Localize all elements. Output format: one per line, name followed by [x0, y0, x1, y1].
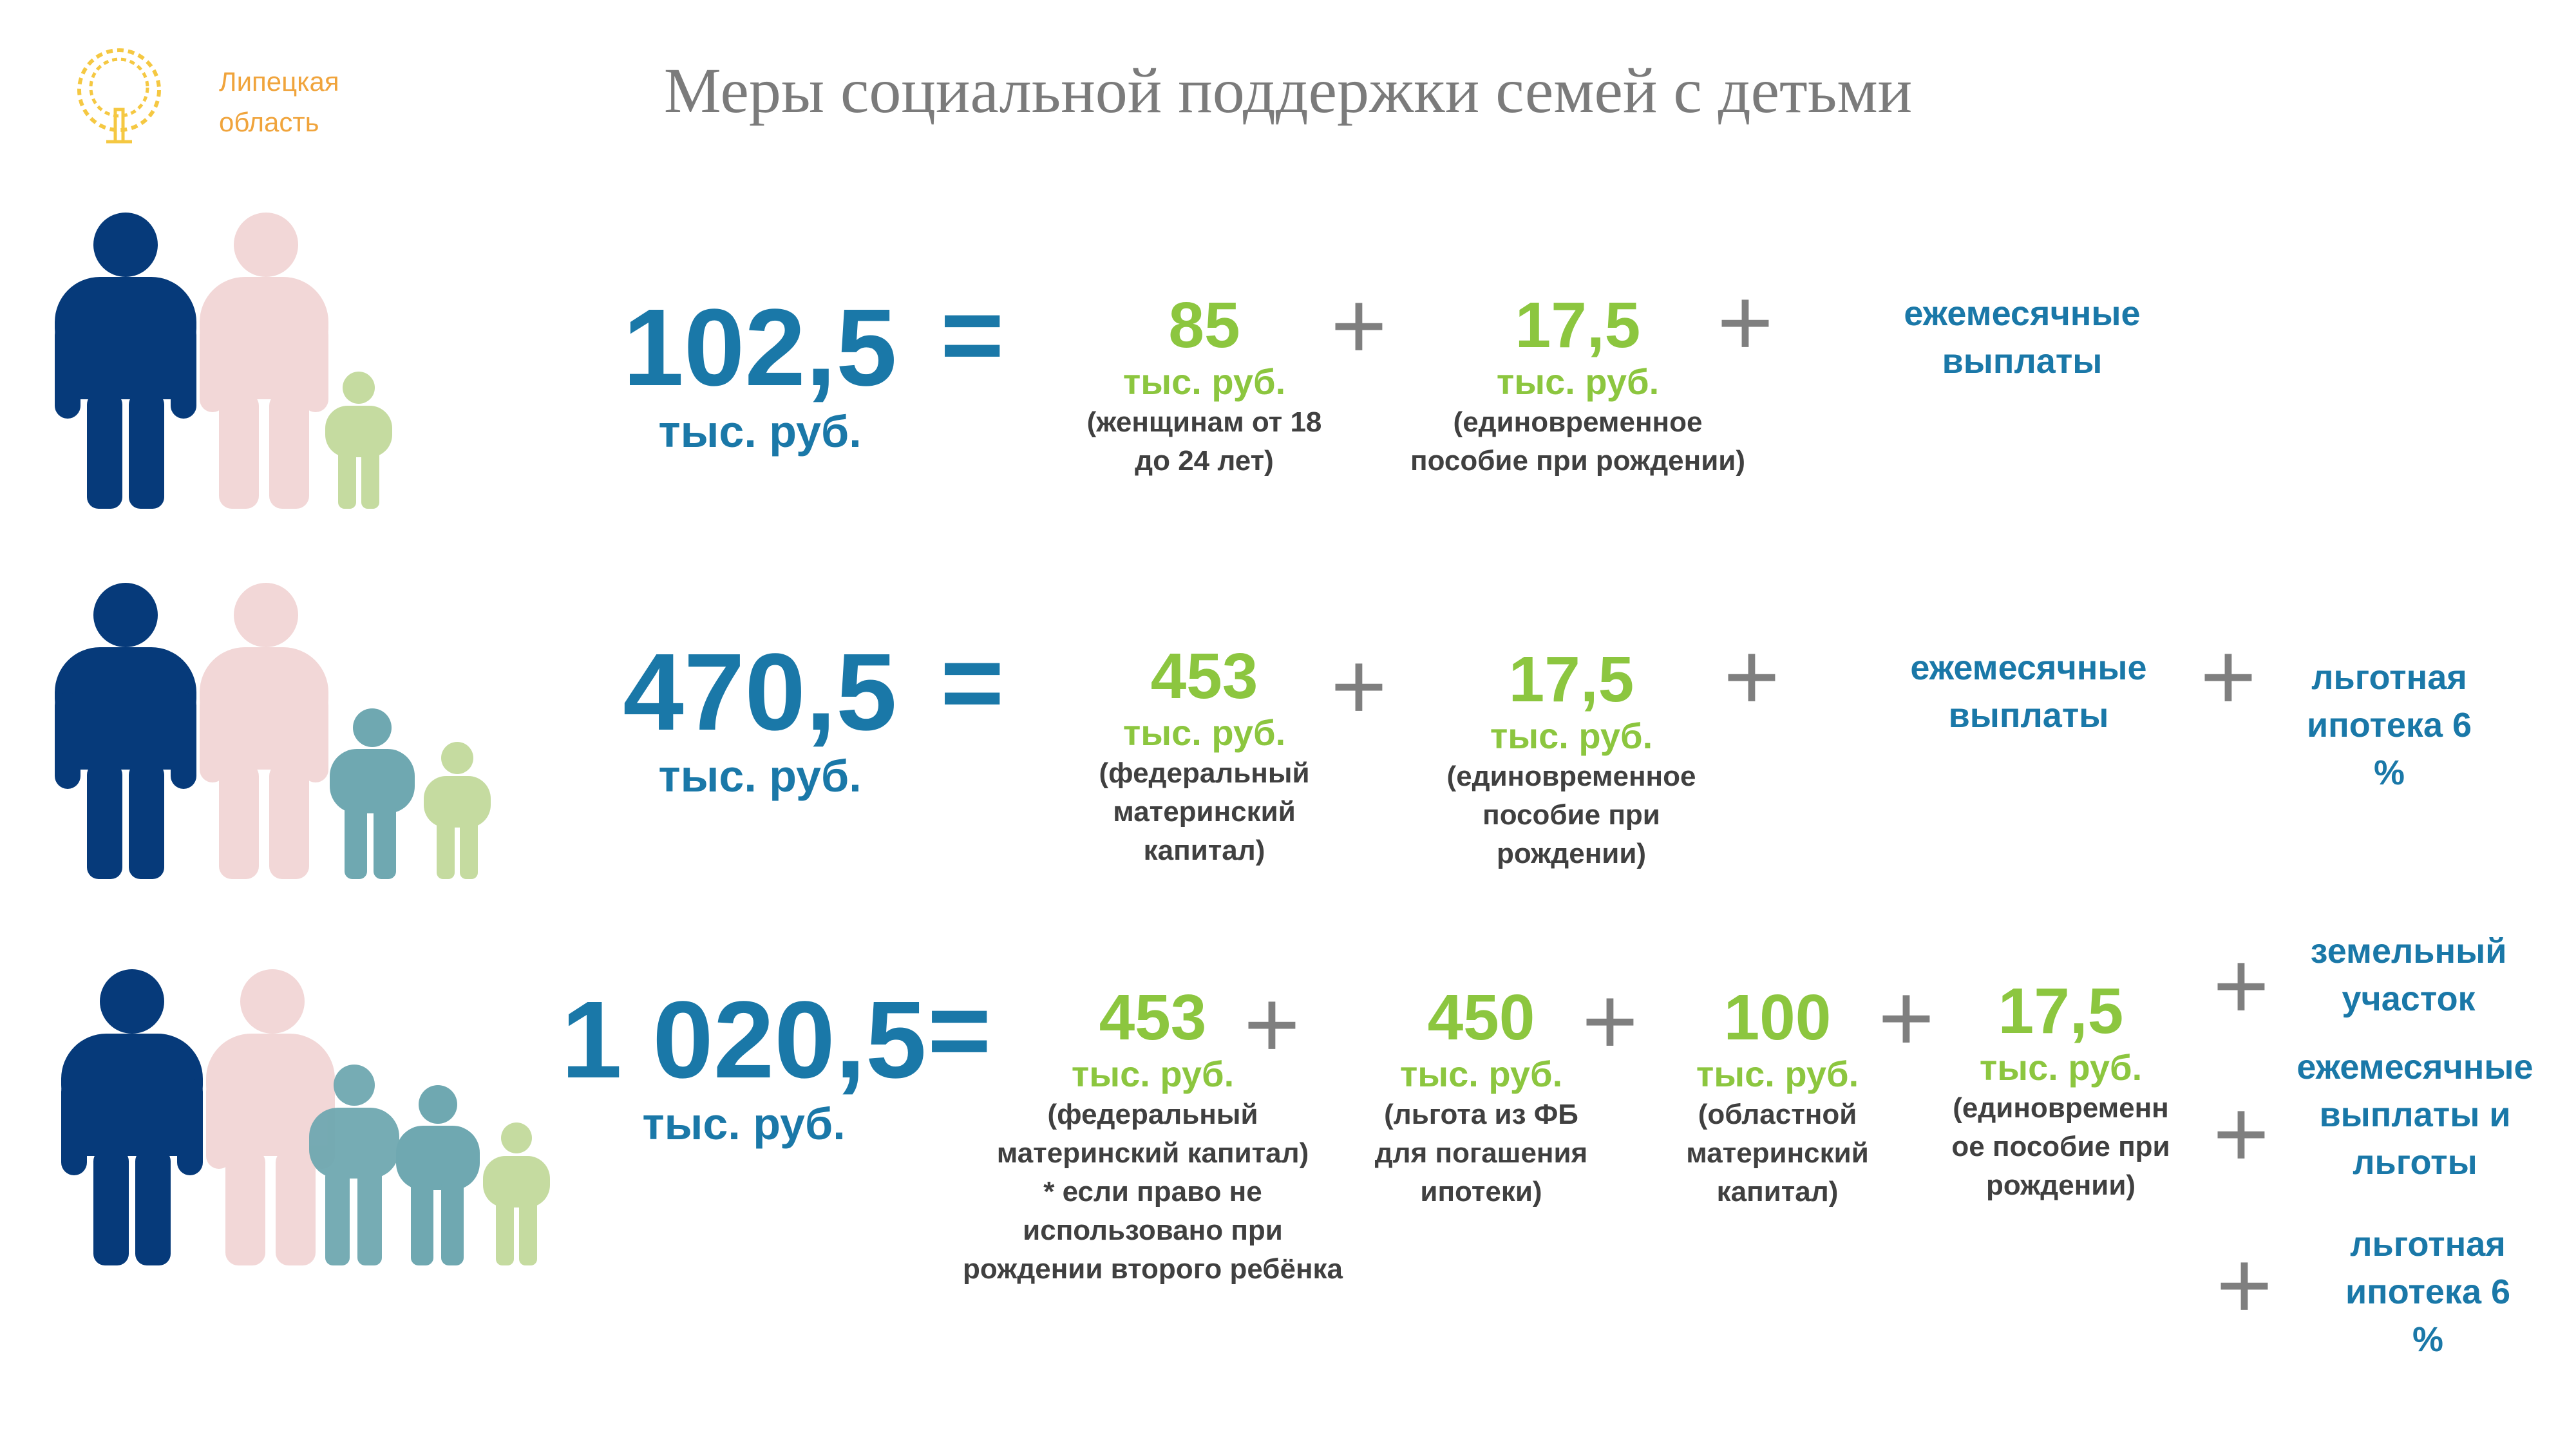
benefit-value: 100 [1723, 981, 1832, 1054]
benefit-description: (единовременное пособие при рождении) [1410, 406, 1745, 477]
benefit-item: 17,5 тыс. руб. (единовременное пособие п… [1397, 290, 1758, 480]
equals-sign: = [927, 969, 992, 1092]
benefit-description: (областной материнский капитал) [1686, 1099, 1869, 1208]
total-row-1: 102,5 тыс. руб. [599, 290, 921, 457]
benefit-item: 453 тыс. руб. (федеральный материнский к… [1050, 641, 1359, 870]
benefit-unit: тыс. руб. [1696, 1054, 1859, 1094]
total-value: 1 020,5 [561, 979, 927, 1101]
equals-sign: = [940, 621, 1005, 744]
plus-sign: + [1244, 970, 1300, 1078]
benefit-description: (федеральный материнский капитал) [1099, 757, 1310, 866]
benefit-item: 450 тыс. руб. (льгота из ФБ для погашени… [1352, 982, 1610, 1211]
benefit-unit: тыс. руб. [1490, 715, 1653, 756]
benefit-item: 100 тыс. руб. (областной материнский кап… [1662, 982, 1893, 1211]
benefit-description: (федеральный материнский капитал) [996, 1099, 1309, 1169]
equals-sign: = [940, 274, 1005, 396]
total-unit: тыс. руб. [658, 751, 862, 801]
benefit-unit: тыс. руб. [1122, 712, 1286, 753]
benefit-unit: тыс. руб. [1979, 1047, 2143, 1088]
page-title: Меры социальной поддержки семей с детьми [663, 55, 1913, 126]
benefit-unit: тыс. руб. [1122, 361, 1286, 402]
region-name: Липецкая область [219, 66, 339, 137]
extra-benefit: ежемесячные выплаты [1910, 649, 2147, 735]
benefit-item: 453 тыс. руб. (федеральный материнский к… [953, 982, 1352, 1289]
extra-benefit: льготная ипотека 6 % [2345, 1225, 2511, 1359]
benefit-item: 17,5 тыс. руб. (единовременн ое пособие … [1945, 976, 2177, 1205]
extra-benefit: ежемесячные выплаты и льготы [2297, 1048, 2533, 1182]
total-value: 470,5 [623, 631, 897, 753]
total-row-3: 1 020,5 тыс. руб. [560, 982, 927, 1150]
benefit-value: 450 [1427, 981, 1535, 1054]
plus-sign: + [1723, 622, 1780, 730]
family-three-children-icon [61, 969, 550, 1265]
plus-sign: + [1331, 632, 1387, 740]
benefit-description: (единовременн ое пособие при рождении) [1951, 1092, 2170, 1201]
plus-sign: + [2200, 622, 2257, 730]
total-unit: тыс. руб. [658, 406, 862, 457]
plus-sign: + [2213, 1079, 2269, 1188]
benefit-description: (единовременное пособие при рождении) [1446, 761, 1696, 869]
plus-sign: + [1582, 967, 1638, 1075]
benefit-description: (льгота из ФБ для погашения ипотеки) [1374, 1099, 1588, 1208]
family-one-child-icon [55, 213, 392, 509]
benefit-value: 453 [1150, 640, 1258, 712]
benefit-value: 17,5 [1515, 289, 1641, 361]
family-two-children-icon [55, 583, 491, 879]
extra-benefit: льготная ипотека 6 % [2306, 658, 2472, 792]
benefit-description: (женщинам от 18 до 24 лет) [1086, 406, 1322, 477]
benefit-item: 85 тыс. руб. (женщинам от 18 до 24 лет) [1050, 290, 1359, 480]
total-row-2: 470,5 тыс. руб. [599, 634, 921, 802]
extra-benefit: земельный участок [2310, 932, 2507, 1018]
benefit-value: 85 [1168, 289, 1240, 361]
extra-benefit: ежемесячные выплаты [1904, 294, 2141, 381]
tree-emblem-icon [77, 48, 161, 144]
plus-sign: + [2216, 1231, 2273, 1339]
benefit-unit: тыс. руб. [1071, 1054, 1235, 1094]
plus-sign: + [1331, 271, 1387, 379]
total-unit: тыс. руб. [642, 1099, 846, 1149]
benefit-item: 17,5 тыс. руб. (единовременное пособие п… [1397, 644, 1745, 873]
benefit-value: 453 [1099, 981, 1207, 1054]
plus-sign: + [1717, 268, 1774, 376]
benefit-value: 17,5 [1998, 975, 2124, 1047]
benefit-value: 17,5 [1508, 643, 1634, 715]
benefit-unit: тыс. руб. [1399, 1054, 1563, 1094]
plus-sign: + [1878, 963, 1935, 1072]
benefit-note: * если право не использовано при рождени… [962, 1176, 1343, 1285]
benefit-unit: тыс. руб. [1496, 361, 1660, 402]
plus-sign: + [2213, 931, 2269, 1039]
total-value: 102,5 [623, 287, 897, 409]
